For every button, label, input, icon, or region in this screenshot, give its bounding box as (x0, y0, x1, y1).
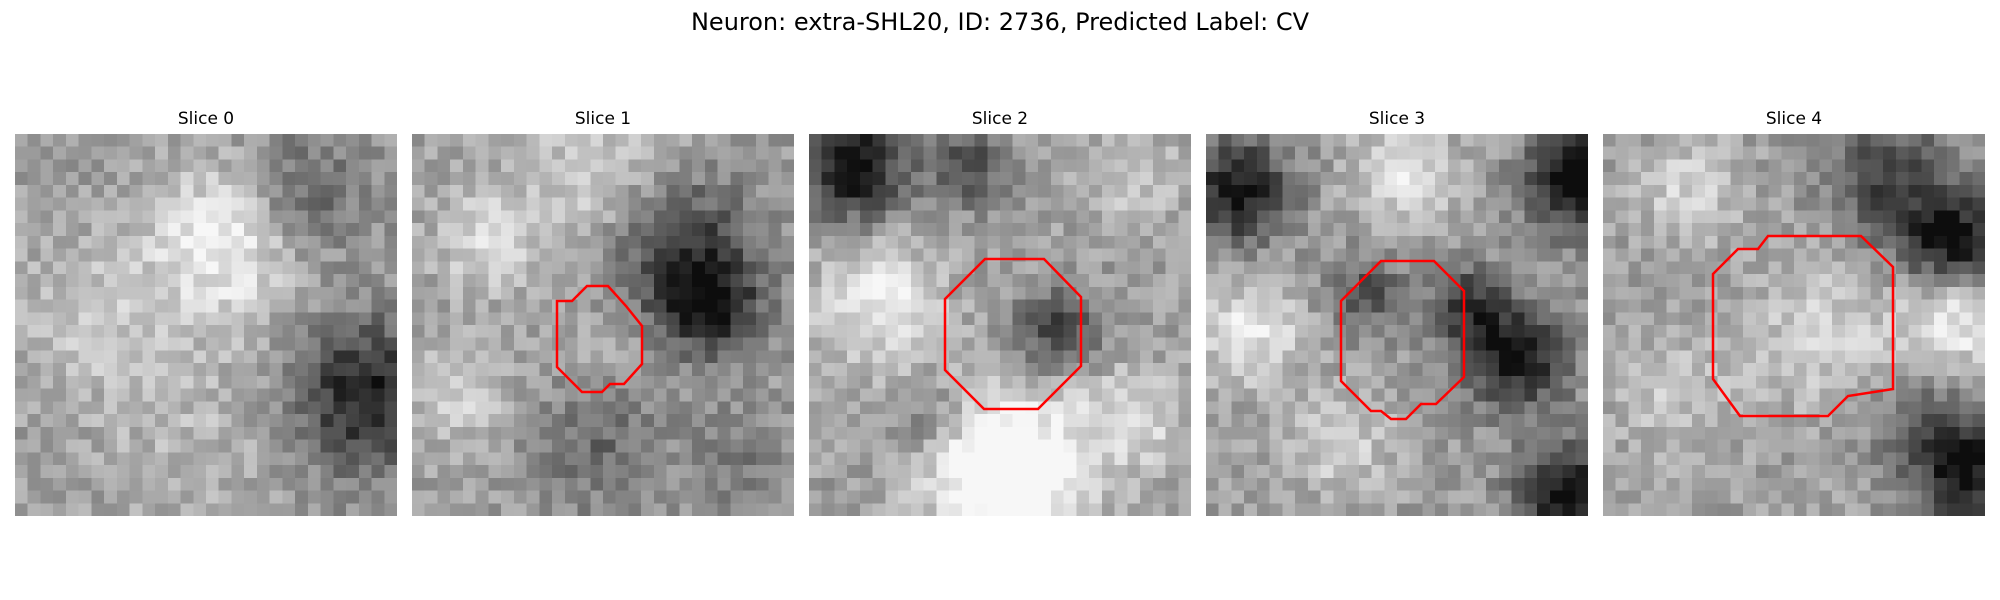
slice-panel-2: Slice 2 (809, 108, 1191, 516)
slice-title: Slice 2 (971, 109, 1029, 129)
slice-image (1603, 134, 1985, 516)
roi-outline (1339, 259, 1466, 421)
roi-outline-shape (1339, 259, 1466, 421)
slice-title: Slice 0 (177, 109, 235, 129)
slice-image (15, 134, 397, 516)
roi-outline (1711, 234, 1895, 418)
roi-outline-shape (943, 257, 1083, 411)
slice-panel-0: Slice 0 (15, 108, 397, 516)
slice-image (809, 134, 1191, 516)
slice-title: Slice 1 (574, 109, 632, 129)
slice-image (1206, 134, 1588, 516)
slice-image (412, 134, 794, 516)
slice-panel-3: Slice 3 (1206, 108, 1588, 516)
slice-panel-1: Slice 1 (412, 108, 794, 516)
roi-outline (555, 284, 644, 394)
slice-title: Slice 3 (1368, 109, 1426, 129)
roi-outline (943, 257, 1083, 411)
figure-title: Neuron: extra-SHL20, ID: 2736, Predicted… (690, 8, 1310, 36)
slice-title: Slice 4 (1765, 109, 1823, 129)
roi-outline-shape (555, 284, 644, 394)
slice-panel-4: Slice 4 (1603, 108, 1985, 516)
roi-outline-shape (1711, 234, 1895, 418)
